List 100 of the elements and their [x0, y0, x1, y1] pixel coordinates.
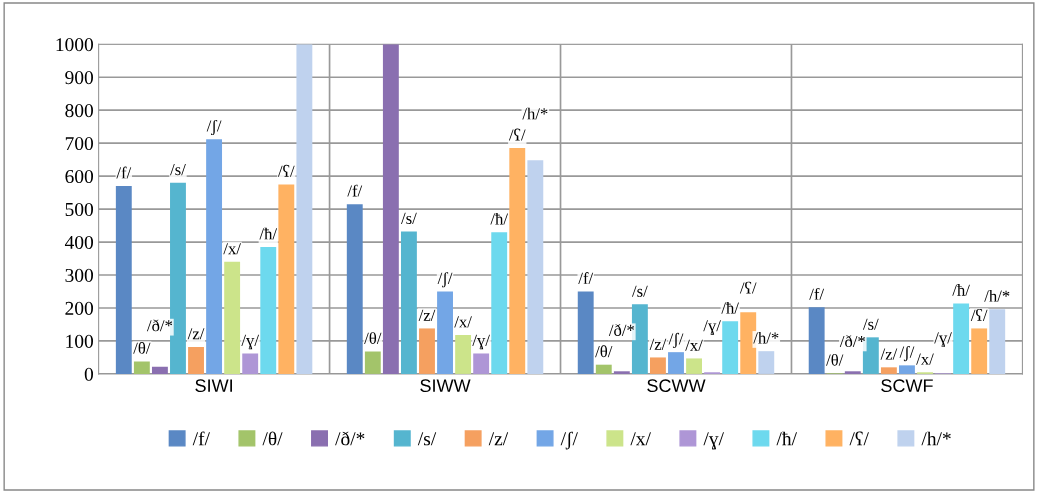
y-tick-label: 500 — [65, 202, 94, 217]
legend-label: /z/ — [488, 432, 509, 446]
bar — [758, 351, 775, 374]
legend-label: /θ/ — [262, 431, 283, 446]
legend-label: /ɣ/ — [703, 432, 724, 450]
x-tick-label: SCWW — [647, 379, 706, 393]
data-label: /ʃ/ — [206, 119, 222, 136]
data-label: /ð/* — [608, 324, 634, 336]
data-label: /s/ — [862, 318, 879, 330]
data-label: /ħ/ — [490, 212, 509, 225]
data-label: /h/* — [522, 107, 548, 120]
y-tick-label: 300 — [65, 268, 94, 282]
data-label: /x/ — [916, 353, 934, 365]
bar — [844, 371, 861, 374]
bar — [151, 366, 168, 374]
bar — [400, 231, 417, 374]
legend-label: /s/ — [417, 432, 437, 446]
data-label: /ʃ/ — [668, 332, 684, 348]
data-label: /ʃ/ — [437, 272, 453, 288]
data-label: /x/ — [454, 316, 472, 328]
y-tick-label: 700 — [65, 136, 94, 151]
y-tick-label: 100 — [66, 334, 94, 348]
legend-label: /x/ — [630, 432, 651, 446]
data-label: /ð/* — [146, 319, 173, 332]
bar — [278, 184, 295, 374]
bar — [206, 139, 223, 374]
data-label: /ʕ/ — [739, 281, 757, 294]
data-label: /h/* — [753, 331, 779, 344]
bar — [224, 261, 241, 374]
x-tick-label: SIWW — [420, 379, 471, 393]
bar — [613, 371, 630, 374]
bar — [595, 364, 612, 374]
data-label: /s/ — [170, 164, 186, 176]
legend-label: /ħ/ — [776, 431, 797, 446]
bar — [133, 361, 150, 374]
y-tick-label: 400 — [64, 235, 94, 249]
bar — [455, 335, 472, 374]
bar — [971, 328, 988, 374]
bar — [880, 367, 897, 374]
data-label: /ʕ/ — [508, 128, 526, 141]
data-label: /f/ — [347, 184, 363, 197]
legend-label: /ʕ/ — [849, 431, 869, 446]
data-label: /ħ/ — [259, 227, 278, 240]
data-label: /ʃ/ — [899, 346, 915, 362]
y-tick-label: 800 — [65, 104, 94, 118]
data-label: /ʕ/ — [970, 308, 988, 321]
y-tick-label: 900 — [65, 71, 94, 85]
data-label: /θ/ — [826, 353, 844, 366]
bar — [722, 321, 739, 374]
bar — [382, 44, 399, 374]
data-label: /ħ/ — [721, 301, 739, 314]
data-label: /f/ — [809, 287, 825, 300]
legend-label: /f/ — [192, 431, 210, 446]
x-tick-label: SIWI — [195, 379, 232, 393]
data-label: /ɣ/ — [241, 334, 259, 350]
data-label: /z/ — [187, 328, 205, 340]
bar — [527, 160, 544, 374]
bar — [953, 303, 970, 374]
data-label: /ħ/ — [952, 284, 970, 296]
data-label: /ð/* — [839, 335, 865, 348]
legend-label: /ð/* — [335, 431, 365, 446]
data-label: /h/* — [984, 290, 1010, 302]
data-label: /z/ — [880, 348, 898, 360]
bar — [170, 182, 186, 374]
bar — [473, 353, 490, 374]
data-label: /x/ — [223, 243, 241, 255]
y-tick-label: 600 — [65, 169, 94, 184]
bar — [115, 186, 132, 374]
bar — [577, 291, 594, 374]
bar — [260, 247, 277, 374]
bar — [346, 204, 363, 374]
data-label: /ɣ/ — [703, 320, 721, 335]
data-label: /θ/ — [364, 332, 382, 344]
y-tick-label: 200 — [65, 301, 94, 315]
y-tick-label: 0 — [84, 367, 94, 381]
bar — [686, 358, 702, 374]
data-label: /θ/ — [133, 342, 151, 354]
x-tick-label: SCWF — [881, 379, 933, 393]
bar — [296, 44, 313, 374]
bar — [188, 346, 204, 374]
bar — [491, 232, 508, 374]
bar — [650, 357, 666, 374]
data-label: /f/ — [116, 166, 132, 179]
bar — [668, 352, 684, 374]
data-label: /θ/ — [595, 345, 613, 358]
data-label: /ɣ/ — [934, 332, 952, 347]
data-label: /s/ — [632, 285, 648, 297]
data-label: /z/ — [418, 309, 436, 321]
data-label: /x/ — [685, 339, 703, 351]
bar — [808, 307, 825, 374]
data-label: /s/ — [401, 212, 417, 224]
y-tick-label: 1000 — [56, 38, 94, 52]
legend-label: /ʃ/ — [560, 431, 578, 450]
bar — [419, 328, 435, 374]
legend-label: /h/* — [921, 431, 951, 446]
bar — [437, 291, 453, 374]
bar — [242, 353, 259, 374]
data-label: /ɣ/ — [472, 334, 490, 350]
bar — [989, 309, 1006, 374]
data-label: /z/ — [649, 338, 667, 350]
